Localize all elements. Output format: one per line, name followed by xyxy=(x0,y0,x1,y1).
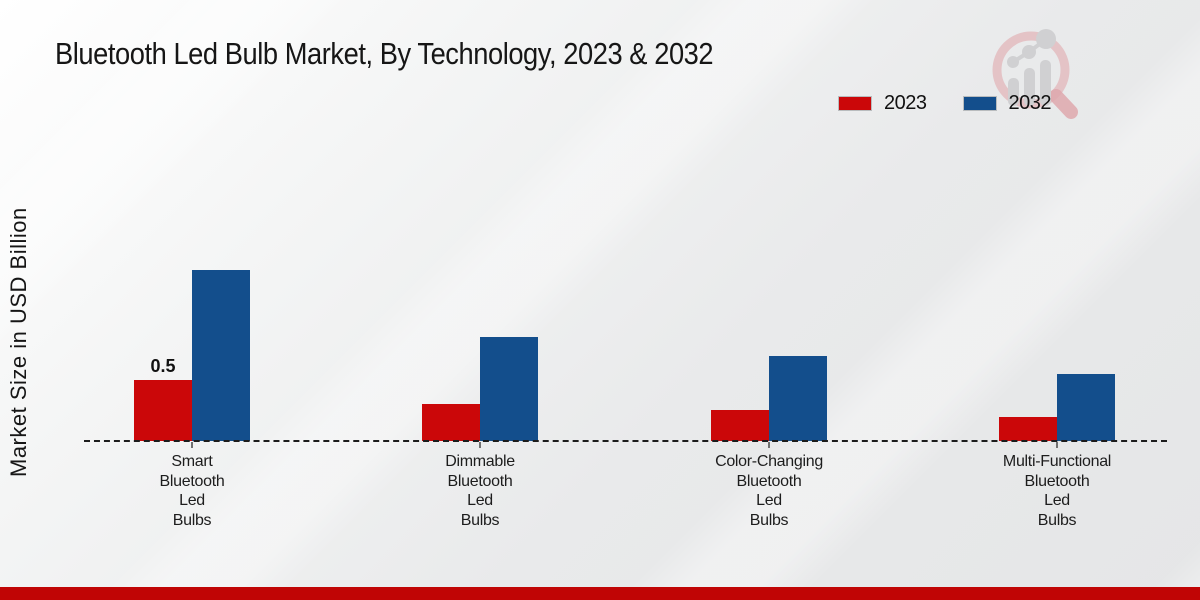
bar-2023-4 xyxy=(999,417,1057,441)
bar-2032-2 xyxy=(480,337,538,441)
legend-swatch-2023 xyxy=(838,96,872,111)
axis-tick xyxy=(191,442,193,448)
chart-title-text: Bluetooth Led Bulb Market, By Technology… xyxy=(55,36,714,71)
legend-swatch-2032 xyxy=(962,96,997,111)
bar-2023-3 xyxy=(711,410,769,441)
bar-value-label: 0.5 xyxy=(150,356,176,376)
category-label: Multi-Functional Bluetooth Led Bulbs xyxy=(1002,453,1112,529)
x-axis-baseline xyxy=(84,440,1167,442)
bar-2032-4 xyxy=(1057,374,1115,441)
axis-tick xyxy=(768,442,770,448)
legend-label: 2023 xyxy=(884,92,927,114)
axis-tick xyxy=(1056,442,1058,448)
axis-tick xyxy=(479,442,481,448)
legend: 2023 2032 xyxy=(838,92,1051,115)
legend-item-2023: 2023 xyxy=(838,92,927,115)
bar-2023-1 xyxy=(134,380,192,441)
bar-2032-1 xyxy=(192,270,250,441)
market-research-logo xyxy=(992,29,1078,119)
footer-stripe xyxy=(0,587,1200,600)
category-label: Dimmable Bluetooth Led Bulbs xyxy=(445,453,515,529)
chart-title: Bluetooth Led Bulb Market, By Technology… xyxy=(55,36,803,72)
legend-item-2032: 2032 xyxy=(962,92,1052,115)
bar-2023-2 xyxy=(422,404,480,441)
legend-label: 2032 xyxy=(1008,92,1052,114)
bar-2032-3 xyxy=(769,356,827,441)
category-label: Color-Changing Bluetooth Led Bulbs xyxy=(715,453,823,529)
category-label: Smart Bluetooth Led Bulbs xyxy=(159,453,225,529)
